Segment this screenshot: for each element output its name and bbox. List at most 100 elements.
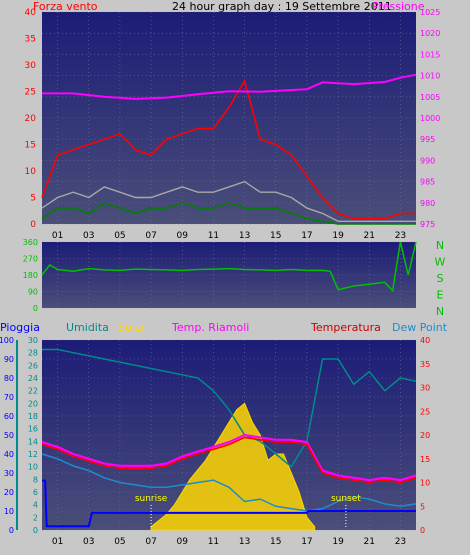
humidity-tick-label: 26 [28, 361, 38, 370]
hour-tick-label: 07 [145, 537, 156, 547]
humidity-tick-label: 30 [28, 336, 38, 345]
temperature-tick-label: 20 [420, 431, 430, 440]
header-center-title: 24 hour graph day : 19 Settembre 2011 [172, 0, 392, 13]
direction-tick-label: 90 [28, 288, 38, 297]
legend-temperature: Temperatura [310, 321, 381, 334]
temperature-tick-label: 5 [420, 502, 425, 511]
rain-tick-label: 70 [4, 393, 14, 402]
sunset-label: sunset [331, 494, 361, 504]
series-wind-low [41, 201, 416, 225]
hour-tick-label: 21 [364, 231, 375, 241]
rain-tick-label: 40 [4, 450, 14, 459]
pressure-tick-label: 990 [420, 156, 435, 165]
panel-direction-grid [42, 241, 416, 309]
rain-tick-label: 20 [4, 488, 14, 497]
hour-tick-label: 01 [52, 537, 63, 547]
humidity-tick-label: 28 [28, 349, 38, 358]
pressure-tick-label: 1015 [420, 50, 440, 59]
humidity-tick-label: 2 [33, 513, 38, 522]
hour-tick-label: 03 [83, 537, 94, 547]
pressure-axis: 975 980 985 990 995 1000 1005 1010 1015 1020 1025 [420, 8, 440, 229]
hour-tick-label: 17 [301, 537, 312, 547]
panel-wind-pressure-grid [42, 11, 416, 225]
series-temp-feel [41, 433, 417, 482]
wind-tick-label: 5 [30, 194, 36, 204]
rain-tick-label: 90 [4, 355, 14, 364]
rain-tick-label: 50 [4, 431, 14, 440]
hour-tick-label: 11 [208, 231, 219, 241]
pressure-tick-label: 980 [420, 199, 435, 208]
pressure-tick-label: 985 [420, 178, 435, 187]
legend-rain: Pioggia [0, 321, 40, 334]
series-wind-gust [41, 78, 416, 220]
hour-tick-label: 19 [332, 231, 344, 241]
humidity-tick-label: 22 [28, 387, 38, 396]
direction-axis: 0 90 180 270 360 [23, 238, 38, 313]
temperature-tick-label: 15 [420, 455, 430, 464]
legend-humidity: Umidita [66, 321, 109, 334]
pressure-tick-label: 1025 [420, 8, 440, 17]
direction-tick-label: 270 [23, 255, 38, 264]
wind-tick-label: 20 [25, 114, 37, 124]
sunrise-label: sunrise [135, 494, 168, 504]
series-pressure [42, 73, 417, 100]
wind-axis: 0 5 10 15 20 25 30 35 40 [25, 8, 37, 230]
hour-tick-label: 23 [395, 231, 406, 241]
humidity-tick-label: 16 [28, 425, 38, 434]
humidity-tick-label: 18 [28, 412, 38, 421]
hour-tick-label: 17 [301, 231, 312, 241]
legend-temp-feel: Temp. Riamoli [171, 321, 249, 334]
legend-dew-point: Dew Point [392, 321, 448, 334]
compass-label: E [437, 289, 444, 302]
wind-tick-label: 0 [30, 220, 36, 230]
rain-axis: 0 10 20 30 40 50 60 70 80 90 100 [0, 336, 18, 535]
hour-tick-label: 13 [239, 537, 250, 547]
wind-tick-label: 35 [25, 35, 36, 45]
hour-tick-label: 09 [177, 537, 189, 547]
temperature-tick-label: 30 [420, 384, 430, 393]
series-direction [41, 241, 417, 293]
rain-tick-label: 0 [9, 526, 14, 535]
wind-tick-label: 40 [25, 8, 37, 18]
temperature-tick-label: 25 [420, 407, 430, 416]
rain-tick-label: 60 [4, 412, 14, 421]
humidity-tick-label: 10 [28, 463, 38, 472]
rain-tick-label: 30 [4, 469, 14, 478]
hour-axis-bottom: 01 03 05 07 09 11 13 15 17 19 21 23 [52, 537, 406, 547]
panel-direction-background [42, 242, 416, 308]
hour-tick-label: 23 [395, 537, 406, 547]
pressure-tick-label: 975 [420, 220, 435, 229]
humidity-tick-label: 4 [33, 501, 38, 510]
hour-axis-top: 01 03 05 07 09 11 13 15 17 19 21 23 [52, 231, 406, 241]
humidity-tick-label: 8 [33, 475, 38, 484]
direction-tick-label: 180 [23, 271, 38, 280]
humidity-tick-label: 0 [33, 526, 38, 535]
hour-tick-label: 05 [114, 537, 125, 547]
pressure-tick-label: 1020 [420, 29, 440, 38]
wind-tick-label: 25 [25, 88, 36, 98]
humidity-tick-label: 12 [28, 450, 38, 459]
compass-label: N [436, 305, 444, 318]
hour-tick-label: 11 [208, 537, 219, 547]
hour-tick-label: 07 [145, 231, 156, 241]
direction-tick-label: 360 [23, 238, 38, 247]
hour-tick-label: 05 [114, 231, 125, 241]
temperature-tick-label: 0 [420, 526, 425, 535]
direction-tick-label: 0 [33, 304, 38, 313]
temperature-tick-label: 10 [420, 479, 430, 488]
hour-tick-label: 19 [332, 537, 344, 547]
panel-wind-pressure-background [42, 12, 416, 224]
humidity-tick-label: 14 [28, 437, 38, 446]
hour-tick-label: 01 [52, 231, 63, 241]
rain-tick-label: 80 [4, 374, 14, 383]
humidity-tick-label: 20 [28, 399, 38, 408]
series-dew-point [41, 453, 417, 512]
panel-direction-series [41, 241, 417, 293]
series-temperature [41, 436, 417, 484]
rain-tick-label: 10 [4, 507, 14, 516]
series-rain [42, 479, 416, 528]
